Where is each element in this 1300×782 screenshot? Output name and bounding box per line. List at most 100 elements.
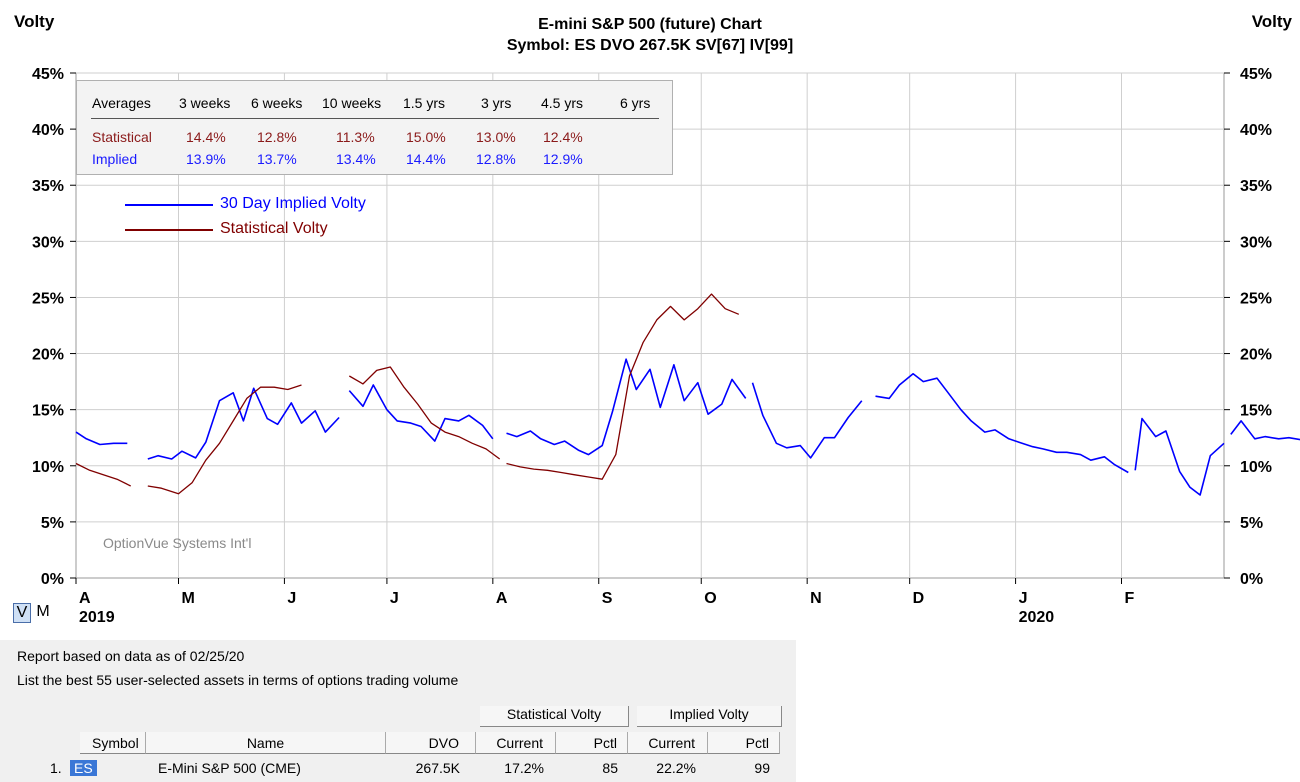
- x-tick-label: J: [390, 590, 399, 607]
- averages-col-3: 10 weeks: [322, 95, 382, 111]
- y-tick-label-right: 10%: [1240, 459, 1272, 476]
- y-tick-label-right: 15%: [1240, 403, 1272, 420]
- year-label: 2020: [1019, 609, 1055, 626]
- averages-impl-3: 13.4%: [336, 151, 376, 167]
- x-tick-label: J: [1019, 590, 1028, 607]
- averages-col-6: 4.5 yrs: [541, 95, 584, 111]
- y-tick-label-left: 25%: [32, 290, 64, 307]
- series-layer: [75, 293, 1300, 496]
- implied-volty-line: [875, 372, 1129, 474]
- legend-implied-swatch: [125, 204, 213, 206]
- col-header-iv-current[interactable]: Current: [628, 732, 708, 754]
- y-tick-label-right: 25%: [1240, 290, 1272, 307]
- col-header-name[interactable]: Name: [146, 732, 386, 754]
- averages-col-4: 1.5 yrs: [403, 95, 446, 111]
- chart-title: E-mini S&P 500 (future) Chart Symbol: ES…: [0, 14, 1300, 56]
- view-toggle-v-button[interactable]: V: [13, 603, 31, 623]
- volatility-chart: 0% 5% 10% 15% 20% 25% 30% 35% 40% 45% 0% 5% 10% 15% 2…: [0, 12, 1300, 626]
- row-symbol[interactable]: ES: [70, 760, 97, 776]
- legend-statistical-swatch: [125, 229, 213, 231]
- implied-volty-line: [147, 387, 340, 460]
- x-tick-label: A: [79, 590, 91, 607]
- y-tick-label-left: 35%: [32, 178, 64, 195]
- year-label: 2019: [79, 609, 115, 626]
- y-tick-label-left: 40%: [32, 122, 64, 139]
- averages-stat-6: 12.4%: [543, 129, 583, 145]
- col-header-iv-pctl[interactable]: Pctl: [708, 732, 780, 754]
- implied-volty-line: [75, 431, 128, 446]
- averages-stat-3: 11.3%: [336, 129, 375, 145]
- col-header-symbol[interactable]: Symbol: [80, 732, 146, 754]
- chart-title-line1: E-mini S&P 500 (future) Chart: [538, 16, 762, 33]
- col-header-sv-current[interactable]: Current: [476, 732, 556, 754]
- implied-volty-line: [751, 382, 863, 459]
- averages-col-1: 3 weeks: [179, 95, 231, 111]
- report-description-text: List the best 55 user-selected assets in…: [17, 672, 459, 688]
- y-tick-label-left: 20%: [32, 347, 64, 364]
- col-header-sv-pctl[interactable]: Pctl: [556, 732, 628, 754]
- statistical-volty-line: [75, 462, 131, 487]
- implied-volty-line: [506, 358, 747, 456]
- x-tick-label: J: [287, 590, 296, 607]
- x-tick-label: M: [182, 590, 195, 607]
- x-tick-label: N: [810, 590, 822, 607]
- report-date-text: Report based on data as of 02/25/20: [17, 648, 245, 664]
- row-iv-pctl: 99: [754, 760, 770, 776]
- averages-stat-2: 12.8%: [257, 129, 297, 145]
- y-tick-label-right: 30%: [1240, 234, 1272, 251]
- y-tick-label-right: 5%: [1240, 515, 1263, 532]
- implied-volty-series: [75, 358, 1300, 496]
- legend-statistical-label: Statistical Volty: [220, 220, 328, 237]
- averages-col-5: 3 yrs: [481, 95, 512, 111]
- group-implied-volty: Implied Volty: [637, 706, 782, 727]
- y-tick-label-right: 0%: [1240, 571, 1263, 588]
- view-toggle-m-button[interactable]: M: [36, 603, 50, 620]
- y-tick-label-right: 40%: [1240, 122, 1272, 139]
- averages-stat-4: 15.0%: [406, 129, 446, 145]
- y-tick-label-left: 10%: [32, 459, 64, 476]
- report-panel: Report based on data as of 02/25/20 List…: [0, 640, 796, 782]
- implied-volty-line: [1134, 417, 1225, 496]
- averages-impl-5: 12.8%: [476, 151, 516, 167]
- row-sv-pctl: 85: [602, 760, 618, 776]
- left-axis-title: Volty: [14, 12, 55, 31]
- row-dvo: 267.5K: [415, 760, 460, 776]
- y-tick-label-right: 35%: [1240, 178, 1272, 195]
- statistical-volty-series: [75, 293, 740, 495]
- x-axis: A M J J A S O N D J F 2019 2020: [75, 578, 1135, 626]
- averages-stat-label: Statistical: [92, 129, 152, 145]
- y-tick-label-left: 0%: [41, 571, 64, 588]
- y-tick-label-left: 30%: [32, 234, 64, 251]
- right-axis-title: Volty: [1251, 12, 1292, 31]
- averages-stat-1: 14.4%: [186, 129, 226, 145]
- group-statistical-volty: Statistical Volty: [480, 706, 629, 727]
- y-tick-label-left: 15%: [32, 403, 64, 420]
- row-iv-current: 22.2%: [656, 760, 696, 776]
- statistical-volty-line: [348, 366, 501, 460]
- averages-stat-5: 13.0%: [476, 129, 516, 145]
- y-axis-right: 0% 5% 10% 15% 20% 25% 30% 35% 40% 45%: [1224, 66, 1272, 588]
- statistical-volty-line: [147, 384, 302, 495]
- legend-implied-label: 30 Day Implied Volty: [220, 195, 366, 212]
- col-header-dvo[interactable]: DVO: [386, 732, 476, 754]
- y-tick-label-left: 5%: [41, 515, 64, 532]
- row-rank: 1.: [50, 760, 62, 776]
- averages-table: Averages 3 weeks 6 weeks 10 weeks 1.5 yr…: [76, 80, 673, 175]
- averages-col-0: Averages: [92, 95, 151, 111]
- y-tick-label-right: 45%: [1240, 66, 1272, 83]
- x-tick-label: S: [602, 590, 613, 607]
- implied-volty-line: [1230, 420, 1300, 441]
- x-tick-label: A: [496, 590, 508, 607]
- statistical-volty-line: [506, 293, 740, 480]
- averages-impl-2: 13.7%: [257, 151, 297, 167]
- averages-col-7: 6 yrs: [620, 95, 651, 111]
- averages-impl-4: 14.4%: [406, 151, 446, 167]
- y-tick-label-left: 45%: [32, 66, 64, 83]
- row-name: E-Mini S&P 500 (CME): [158, 760, 301, 776]
- x-tick-label: O: [704, 590, 716, 607]
- y-axis-left: 0% 5% 10% 15% 20% 25% 30% 35% 40% 45%: [32, 66, 76, 588]
- averages-impl-label: Implied: [92, 151, 138, 167]
- averages-separator: [91, 118, 659, 119]
- averages-col-2: 6 weeks: [251, 95, 303, 111]
- y-tick-label-right: 20%: [1240, 347, 1272, 364]
